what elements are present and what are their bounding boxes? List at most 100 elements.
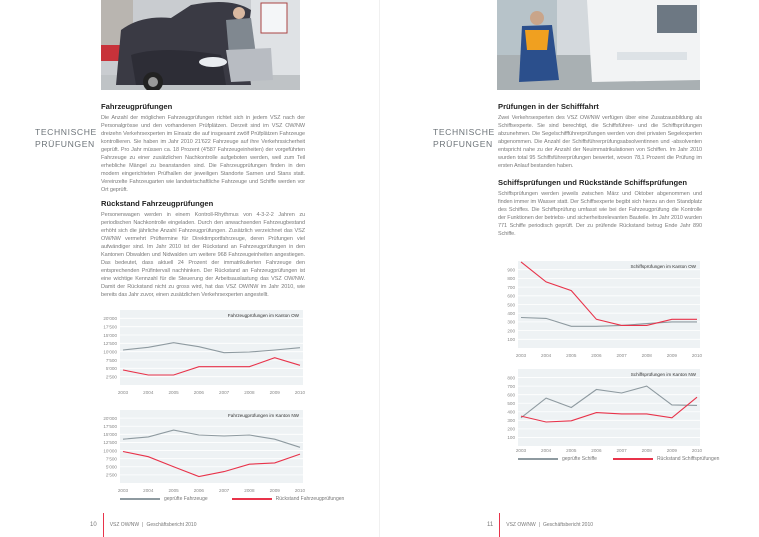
section-schiffspruefungen: Schiffsprüfungen und Rückstände Schiffsp… [498,178,702,238]
series-line [122,450,301,478]
y-tick-label: 300 [507,320,515,325]
vehicle-inspection-photo [101,0,300,90]
left-text-column: Fahrzeugprüfungen Die Anzahl der möglich… [101,102,305,299]
footer: 10 VSZ OW/NW | Geschäftsbericht 2010 [90,513,196,537]
footer-divider [499,513,501,537]
y-tick-label: 200 [507,427,515,432]
y-tick-label: 100 [507,435,515,440]
series-line [520,261,697,326]
x-tick-label: 2005 [566,448,577,453]
x-tick-label: 2003 [118,488,129,493]
page-number: 11 [487,522,494,528]
x-tick-label: 2004 [143,390,154,395]
x-tick-label: 2010 [692,353,703,358]
series-line [122,357,301,376]
x-tick-label: 2005 [168,390,179,395]
section-label: TECHNISCHE PRÜFUNGEN [35,126,97,150]
series-line [520,396,698,423]
x-tick-label: 2008 [244,390,255,395]
legend-swatch-red [231,498,272,500]
x-tick-label: 2009 [270,390,281,395]
heading: Fahrzeugprüfungen [101,102,173,111]
y-tick-label: 200 [507,328,515,333]
x-tick-label: 2010 [692,448,703,453]
chart-panel [120,310,303,385]
footer-separator: | [538,522,540,528]
chart-title: Fahrzeugprüfungen im Kanton OW [228,313,300,318]
x-tick-label: 2006 [194,488,205,493]
y-tick-label: 7'500 [106,456,118,461]
x-tick-label: 2008 [642,448,653,453]
chart-title: Schiffsprüfungen im Kanton OW [630,264,696,269]
footer-doc: Geschäftsbericht 2010 [543,522,594,528]
y-tick-label: 600 [507,392,515,397]
x-tick-label: 2008 [244,488,255,493]
x-tick-label: 2007 [219,390,230,395]
x-tick-label: 2010 [295,488,306,493]
x-tick-label: 2003 [118,390,129,395]
x-tick-label: 2003 [516,353,527,358]
x-tick-label: 2004 [143,488,154,493]
paragraph: Zwei Verkehrsexperten des VSZ OW/NW verf… [498,115,702,169]
x-tick-label: 2007 [616,353,627,358]
series-line [520,385,698,419]
y-tick-label: 12'500 [103,341,117,346]
page-fold [379,0,380,537]
paragraph: Die Anzahl der möglichen Fahrzeugprüfung… [101,115,305,193]
chart-panel [518,369,700,446]
heading: Rückstand Fahrzeugprüfungen [101,199,214,208]
footer-org: VSZ OW/NW [506,522,536,528]
y-tick-label: 2'500 [106,473,118,478]
x-tick-label: 2005 [566,353,577,358]
y-tick-label: 800 [507,375,515,380]
section-label-line: TECHNISCHE [35,127,97,137]
x-tick-label: 2005 [168,488,179,493]
chart-schiffe-ow: 100 200 300 400 500 600 700 800 900 2003 2004 2005 2… [507,261,703,358]
right-text-column: Prüfungen in der Schifffahrt Zwei Verkeh… [498,102,702,238]
y-tick-label: 12'500 [103,440,117,445]
y-tick-label: 500 [507,401,515,406]
y-tick-label: 5'000 [106,465,118,470]
legend: geprüfte Fahrzeuge Rückstand Fahrzeugprü… [120,496,344,502]
x-tick-label: 2006 [591,448,602,453]
chart-fahrzeuge-ow: 2'500 5'000 7'500 10'000 12'500 15'000 17'500 2… [103,310,306,395]
y-tick-label: 600 [507,294,515,299]
y-tick-label: 400 [507,311,515,316]
x-tick-label: 2009 [667,353,678,358]
y-tick-label: 2'500 [106,374,118,379]
page-number: 10 [90,522,97,528]
x-tick-label: 2007 [616,448,627,453]
series-line [520,316,697,327]
section-label: TECHNISCHE PRÜFUNGEN [433,126,495,150]
footer-separator: | [142,522,144,528]
x-tick-label: 2004 [541,353,552,358]
y-tick-label: 700 [507,285,515,290]
y-tick-label: 10'000 [103,448,117,453]
y-tick-label: 17'500 [103,424,117,429]
y-tick-label: 5'000 [106,366,118,371]
y-tick-label: 100 [507,337,515,342]
paragraph: Schiffsprüfungen werden jeweils zwischen… [498,191,702,237]
footer: 11 VSZ OW/NW | Geschäftsbericht 2010 [487,513,593,537]
series-line [122,342,301,354]
chart-fahrzeuge-nw: 2'500 5'000 7'500 10'000 12'500 15'000 17'500 2… [103,410,306,493]
section-label-line: TECHNISCHE [433,127,495,137]
heading: Schiffsprüfungen und Rückstände Schiffsp… [498,178,688,187]
y-tick-label: 300 [507,418,515,423]
legend-label: Rückstand Fahrzeugprüfungen [275,496,345,502]
section-rueckstand-fahrzeugpruefungen: Rückstand Fahrzeugprüfungen Personenwage… [101,199,305,299]
x-tick-label: 2010 [295,390,306,395]
y-tick-label: 10'000 [103,349,117,354]
legend-label: geprüfte Schiffe [562,456,597,462]
ship-inspection-photo [497,0,700,90]
chart-panel [120,410,303,483]
y-tick-label: 400 [507,410,515,415]
y-tick-label: 800 [507,276,515,281]
footer-org: VSZ OW/NW [109,522,140,528]
legend-swatch-grey [518,458,558,460]
x-tick-label: 2008 [642,353,653,358]
chart-title: Fahrzeugprüfungen im Kanton NW [228,413,300,418]
section-label-line: PRÜFUNGEN [433,139,493,149]
section-label-line: PRÜFUNGEN [35,139,95,149]
y-tick-label: 900 [507,268,515,273]
